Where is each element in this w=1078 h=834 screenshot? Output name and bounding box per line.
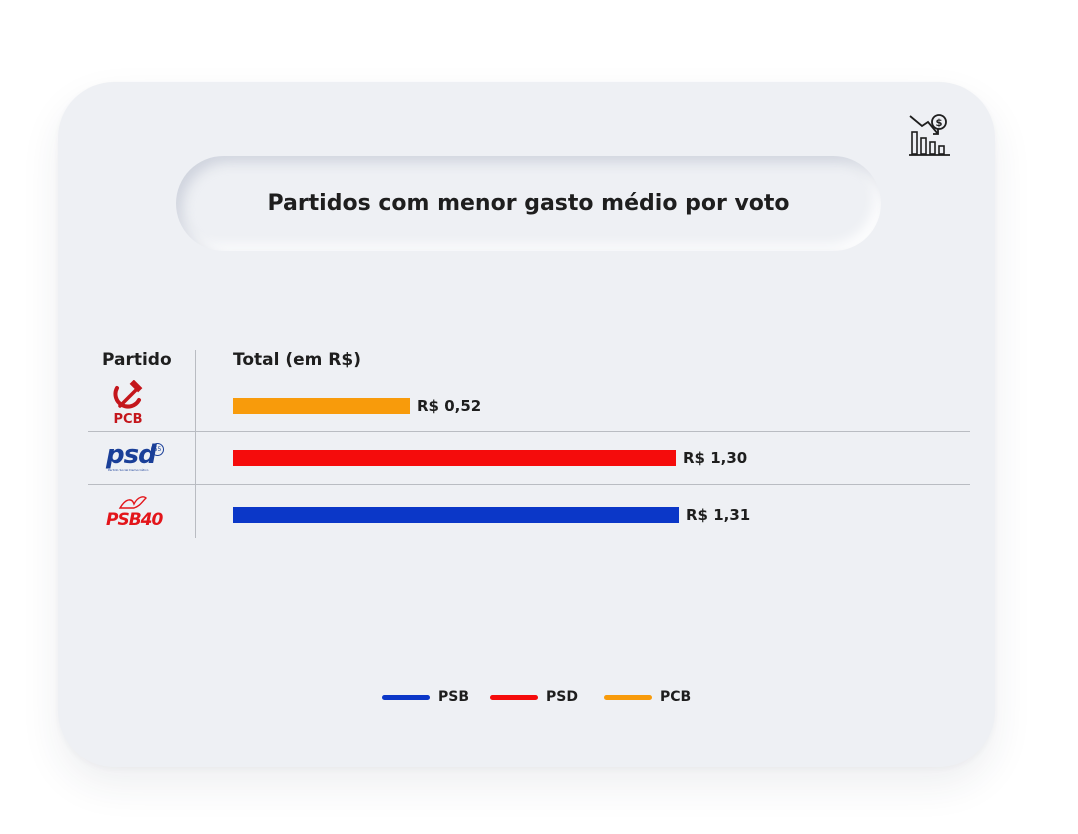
bar-value-label-psd: R$ 1,30 (683, 449, 748, 467)
psd-logo: psd 55 Partido Social Democrático (106, 440, 164, 474)
column-divider (195, 350, 196, 538)
bar-value-label-psb: R$ 1,31 (686, 506, 751, 524)
column-header-party: Partido (102, 350, 172, 370)
row-divider (88, 431, 970, 432)
row-divider (88, 484, 970, 485)
chart-title-panel: Partidos com menor gasto médio por voto (176, 156, 881, 251)
legend-item-psb: PSB (382, 688, 469, 706)
dove-icon (118, 496, 147, 509)
chart-card: $ Partidos com menor gasto médio por vot… (58, 82, 995, 767)
bar-psd (233, 450, 676, 466)
bar-pcb (233, 398, 410, 414)
svg-text:$: $ (936, 118, 943, 129)
legend-swatch (490, 694, 538, 700)
psb-logo: PSB40 (106, 494, 164, 530)
chart-title: Partidos com menor gasto médio por voto (267, 191, 790, 216)
psb-logo-text: PSB40 (106, 510, 163, 530)
column-header-total: Total (em R$) (233, 350, 361, 370)
legend-label: PCB (660, 689, 692, 705)
hammer-sickle-icon (113, 379, 143, 409)
psd-logo-text: psd (106, 440, 157, 470)
bar-psb (233, 507, 679, 523)
psd-logo-tagline: Partido Social Democrático (108, 468, 149, 472)
declining-cost-chart-icon: $ (909, 114, 950, 156)
legend-item-pcb: PCB (604, 688, 691, 706)
pcb-logo: PCB (108, 379, 148, 428)
legend-swatch (382, 694, 430, 700)
legend-item-psd: PSD (490, 688, 578, 706)
legend-label: PSD (546, 689, 578, 705)
legend-swatch (604, 694, 652, 700)
bar-value-label-pcb: R$ 0,52 (417, 397, 482, 415)
legend-label: PSB (438, 689, 470, 705)
psd-logo-number: 55 (151, 443, 164, 456)
pcb-logo-text: PCB (113, 412, 143, 427)
